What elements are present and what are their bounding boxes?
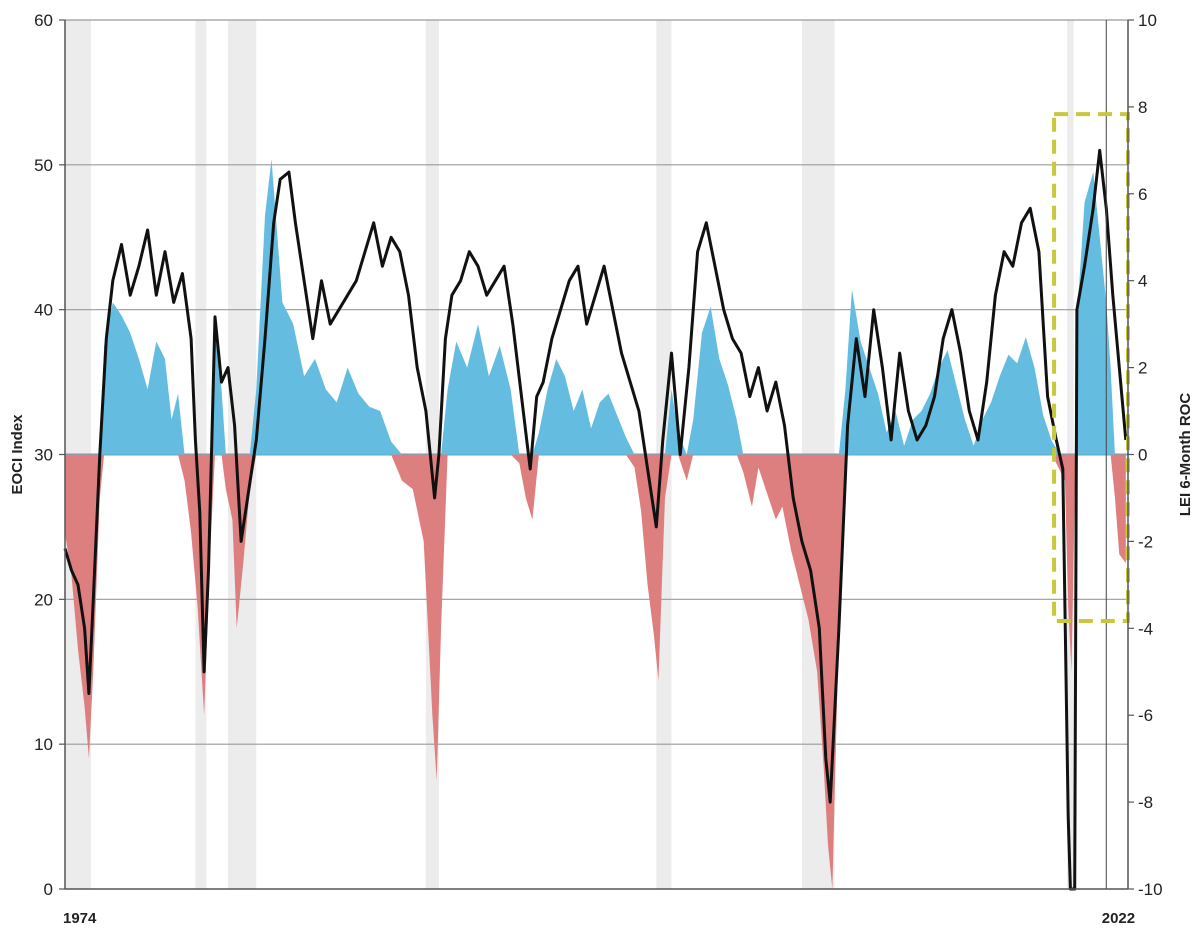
right-tick-label: -10 <box>1138 880 1163 899</box>
right-tick-label: -4 <box>1138 619 1153 638</box>
right-tick-label: 6 <box>1138 185 1147 204</box>
lei-negative-area <box>65 454 1126 889</box>
right-tick-label: 2 <box>1138 359 1147 378</box>
right-tick-label: 0 <box>1138 446 1147 465</box>
left-tick-label: 40 <box>34 301 53 320</box>
left-tick-label: 30 <box>34 446 53 465</box>
left-tick-label: 50 <box>34 156 53 175</box>
right-axis-title: LEI 6-Month ROC <box>1177 393 1194 516</box>
left-axis-title: EOCI Index <box>9 414 26 495</box>
right-tick-label: -6 <box>1138 706 1153 725</box>
left-tick-label: 60 <box>34 11 53 30</box>
x-tick-label: 1974 <box>63 910 97 927</box>
x-tick-label: 2022 <box>1102 910 1135 927</box>
left-tick-label: 10 <box>34 735 53 754</box>
right-tick-label: 10 <box>1138 11 1157 30</box>
eoci-line <box>63 148 1128 891</box>
highlight-box <box>1052 112 1130 624</box>
right-tick-label: 4 <box>1138 272 1147 291</box>
right-tick-label: -2 <box>1138 532 1153 551</box>
right-tick-label: 8 <box>1138 98 1147 117</box>
left-tick-label: 20 <box>34 590 53 609</box>
left-tick-label: 0 <box>44 880 53 899</box>
lei-positive-area <box>65 159 1126 455</box>
right-tick-label: -8 <box>1138 793 1153 812</box>
